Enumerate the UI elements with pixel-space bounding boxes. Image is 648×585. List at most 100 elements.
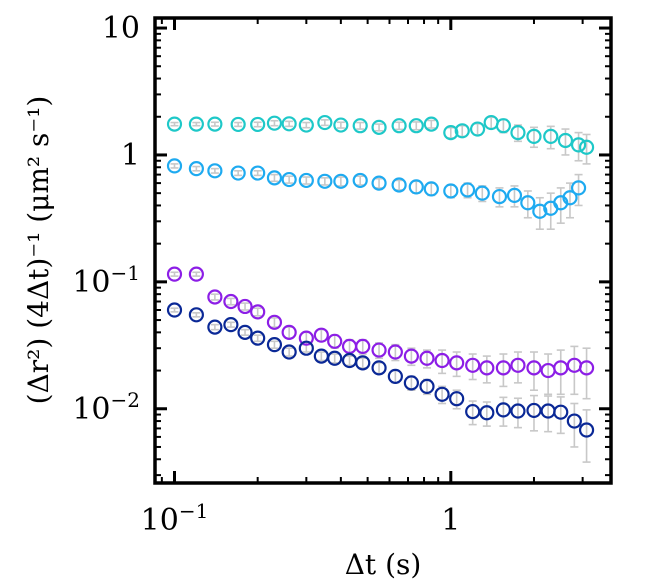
error-bar bbox=[302, 176, 311, 185]
data-point-series-2 bbox=[391, 177, 407, 193]
data-point-series-4 bbox=[266, 337, 283, 353]
data-point-series-3 bbox=[495, 360, 511, 376]
data-point-series-3 bbox=[465, 357, 481, 373]
error-bar bbox=[487, 116, 496, 130]
error-bar bbox=[570, 402, 579, 448]
error-bar bbox=[375, 123, 384, 132]
data-point-series-2 bbox=[520, 195, 536, 211]
data-point-series-3 bbox=[526, 360, 542, 376]
data-point-series-1 bbox=[317, 114, 333, 131]
error-bar bbox=[241, 302, 250, 311]
error-bar bbox=[234, 170, 243, 177]
tick-labels: 10−1 1 10−2 10−1 1 10 bbox=[72, 11, 460, 538]
data-point-series-3 bbox=[449, 355, 465, 371]
y-axis-label: (Δr²) (4Δt)⁻¹ (μm² s⁻¹) bbox=[22, 96, 55, 405]
data-point-series-4 bbox=[387, 368, 403, 384]
error-bar bbox=[170, 163, 179, 169]
data-point-series-1 bbox=[266, 115, 283, 131]
error-bar bbox=[427, 119, 436, 129]
error-bar bbox=[226, 321, 235, 328]
error-bar bbox=[356, 175, 365, 186]
data-point-series-4 bbox=[553, 404, 569, 420]
data-point-series-4 bbox=[434, 386, 450, 402]
error-bar bbox=[513, 351, 522, 384]
data-point-series-1 bbox=[570, 137, 587, 153]
data-point-series-4 bbox=[188, 307, 204, 323]
data-point-series-4 bbox=[223, 317, 239, 333]
error-bar bbox=[320, 177, 329, 186]
data-point-series-1 bbox=[495, 118, 511, 134]
data-point-series-3 bbox=[510, 357, 526, 373]
error-bar bbox=[226, 297, 235, 306]
data-point-series-4 bbox=[465, 403, 481, 420]
data-point-series-3 bbox=[250, 304, 266, 320]
data-point-series-4 bbox=[526, 402, 542, 419]
error-bar bbox=[270, 119, 279, 127]
error-bar bbox=[529, 394, 538, 432]
error-bar bbox=[482, 355, 491, 384]
error-bar bbox=[336, 176, 345, 187]
data-point-series-2 bbox=[230, 165, 246, 181]
error-bar bbox=[253, 334, 262, 343]
error-bar bbox=[458, 124, 467, 138]
data-point-series-1 bbox=[250, 116, 266, 133]
data-point-series-1 bbox=[371, 119, 387, 135]
error-bar bbox=[285, 175, 294, 184]
error-bar bbox=[210, 323, 219, 331]
data-point-series-4 bbox=[479, 405, 495, 421]
error-bar bbox=[285, 326, 294, 339]
error-bar bbox=[412, 180, 421, 194]
error-bar bbox=[270, 173, 279, 183]
data-point-series-2 bbox=[474, 185, 490, 201]
data-point-series-2 bbox=[298, 172, 314, 189]
data-point-series-2 bbox=[166, 158, 183, 174]
data-point-series-1 bbox=[298, 117, 314, 133]
data-point-series-3 bbox=[387, 344, 403, 360]
error-bar bbox=[170, 121, 179, 127]
error-bar bbox=[192, 312, 201, 318]
data-point-series-1 bbox=[230, 116, 246, 133]
y-tick-label: 10 bbox=[102, 11, 140, 46]
data-point-series-1 bbox=[543, 128, 559, 145]
y-tick-label: 10−1 bbox=[72, 261, 140, 300]
data-point-series-4 bbox=[166, 302, 183, 318]
data-point-series-1 bbox=[188, 116, 204, 132]
error-bar bbox=[395, 179, 404, 191]
data-point-series-2 bbox=[250, 165, 266, 181]
data-point-series-2 bbox=[333, 173, 349, 189]
error-bar bbox=[285, 347, 294, 357]
data-point-series-2 bbox=[491, 188, 508, 205]
error-bar bbox=[270, 317, 279, 328]
data-point-series-1 bbox=[333, 117, 349, 133]
error-bar bbox=[556, 349, 565, 396]
error-bar bbox=[345, 355, 354, 367]
data-point-series-1 bbox=[443, 125, 459, 141]
error-bar bbox=[544, 395, 553, 433]
data-point-series-2 bbox=[506, 187, 523, 204]
data-point-series-4 bbox=[578, 422, 595, 438]
data-point-series-2 bbox=[207, 163, 223, 179]
data-point-series-2 bbox=[352, 172, 368, 189]
error-bar bbox=[302, 121, 311, 129]
data-point-series-4 bbox=[566, 413, 582, 429]
data-point-series-2 bbox=[408, 179, 424, 195]
error-bar bbox=[253, 307, 262, 317]
data-point-series-3 bbox=[281, 324, 297, 340]
error-bar bbox=[582, 133, 591, 165]
data-point-series-2 bbox=[443, 183, 459, 199]
error-bar bbox=[565, 182, 574, 219]
data-point-series-3 bbox=[298, 330, 314, 346]
data-point-series-4 bbox=[327, 350, 343, 366]
data-point-series-4 bbox=[355, 355, 371, 371]
data-point-series-1 bbox=[578, 139, 595, 155]
error-bar bbox=[210, 121, 219, 127]
error-bar bbox=[529, 351, 538, 392]
data-point-series-3 bbox=[479, 360, 495, 376]
data-point-series-3 bbox=[266, 314, 283, 330]
error-bar bbox=[556, 187, 565, 224]
error-bar bbox=[358, 357, 367, 369]
data-point-series-3 bbox=[355, 338, 371, 355]
data-point-series-3 bbox=[313, 327, 329, 343]
data-point-series-2 bbox=[562, 190, 578, 206]
data-point-series-4 bbox=[207, 319, 223, 335]
